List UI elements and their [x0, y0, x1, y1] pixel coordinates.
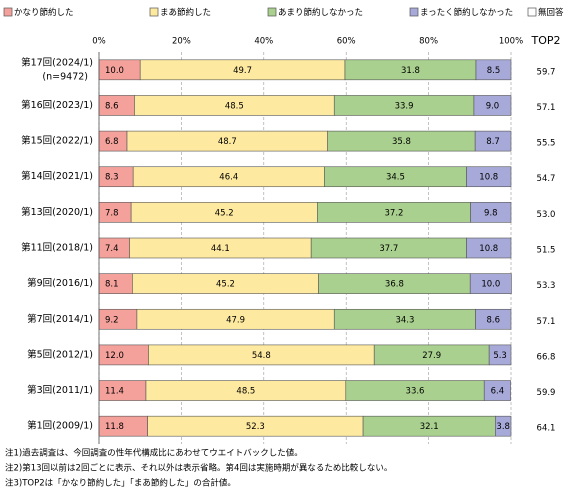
- x-tick-label: 0%: [92, 37, 106, 47]
- value-label: 37.7: [379, 244, 398, 254]
- note: 注2)第13回以前は2回ごとに表示、それ以外は表示省略。第4回は実施時期が異なる…: [5, 463, 392, 474]
- top2-value: 57.1: [537, 103, 556, 113]
- y-tick-label: 第5回(2012/1): [27, 348, 93, 360]
- value-label: 7.4: [105, 244, 119, 254]
- y-tick-label: 第13回(2020/1): [21, 206, 93, 218]
- legend-label: 無回答: [538, 7, 564, 18]
- note: 注1)過去調査は、今回調査の性年代構成比にあわせてウエイトバックした値。: [5, 448, 303, 459]
- bar-segment: [466, 166, 512, 188]
- bar-segment: [483, 380, 511, 401]
- bar-segment: [469, 273, 512, 294]
- value-label: 5.3: [493, 351, 507, 361]
- value-label: 9.0: [486, 101, 500, 111]
- value-label: 8.5: [487, 66, 501, 76]
- value-label: 34.3: [395, 315, 414, 325]
- top2-value: 53.3: [537, 281, 556, 291]
- value-label: 9.2: [105, 315, 119, 325]
- value-label: 10.0: [481, 280, 500, 290]
- x-tick-label: 80%: [419, 37, 438, 47]
- value-label: 7.8: [105, 208, 119, 218]
- value-label: 12.0: [105, 351, 124, 361]
- value-label: 8.7: [486, 137, 500, 147]
- value-label: 37.2: [385, 208, 404, 218]
- value-label: 34.5: [386, 173, 405, 183]
- y-tick-label: 第1回(2009/1): [27, 420, 93, 432]
- y-tick-label: 第15回(2022/1): [21, 135, 93, 147]
- y-tick-label: 第16回(2023/1): [21, 99, 93, 111]
- top2-value: 51.5: [537, 246, 556, 256]
- value-label: 11.4: [105, 387, 124, 397]
- value-label: 45.2: [215, 208, 234, 218]
- x-tick-label: 20%: [172, 37, 191, 47]
- value-label: 32.1: [420, 422, 439, 432]
- value-label: 8.6: [487, 315, 501, 325]
- value-label: 54.8: [252, 351, 271, 361]
- legend-swatch: [149, 7, 159, 17]
- legend-label: かなり節約した: [14, 7, 74, 18]
- top2-value: 59.9: [537, 388, 556, 398]
- bar-segment: [495, 415, 512, 437]
- legend-label: まあ節約した: [160, 7, 211, 18]
- value-label: 3.8: [496, 422, 510, 432]
- top2-value: 57.1: [537, 317, 556, 327]
- bar-segment: [466, 237, 512, 259]
- bar-segment: [475, 59, 512, 81]
- value-label: 46.4: [219, 173, 238, 183]
- legend-label: あまり節約しなかった: [278, 7, 363, 18]
- top2-value: 64.1: [537, 424, 556, 434]
- y-tick-label: 第11回(2018/1): [21, 242, 93, 254]
- legend-swatch: [3, 7, 13, 17]
- legend-label: まったく節約しなかった: [420, 7, 513, 18]
- top2-value: 54.7: [537, 174, 556, 184]
- value-label: 48.5: [225, 101, 244, 111]
- bar-segment: [470, 202, 512, 223]
- value-label: 6.4: [491, 387, 505, 397]
- value-label: 44.1: [211, 244, 230, 254]
- legend-swatch: [409, 7, 419, 17]
- value-label: 47.9: [226, 315, 245, 325]
- x-tick-label: 100%: [499, 37, 523, 47]
- value-label: 27.9: [422, 351, 441, 361]
- value-label: 48.5: [236, 387, 255, 397]
- value-label: 33.6: [406, 387, 425, 397]
- legend-swatch: [527, 7, 537, 17]
- top2-value: 66.8: [537, 352, 556, 362]
- y-tick-label: 第3回(2011/1): [27, 384, 93, 396]
- value-label: 10.0: [105, 66, 124, 76]
- value-label: 45.2: [216, 280, 235, 290]
- bar-segment: [474, 130, 512, 152]
- value-label: 8.6: [105, 101, 119, 111]
- value-label: 52.3: [246, 422, 265, 432]
- y-tick-note: (n=9472): [42, 71, 88, 82]
- value-label: 10.8: [479, 173, 498, 183]
- bar-segment: [473, 95, 512, 116]
- y-tick-label: 第9回(2016/1): [27, 277, 93, 289]
- value-label: 8.1: [105, 280, 119, 290]
- top2-value: 55.5: [537, 139, 556, 149]
- x-tick-label: 40%: [254, 37, 273, 47]
- value-label: 10.8: [479, 244, 498, 254]
- value-label: 6.8: [105, 137, 119, 147]
- top2-value: 59.7: [537, 67, 556, 77]
- note: 注3)TOP2は「かなり節約した」「まあ節約した」の合計値。: [5, 478, 236, 489]
- top2-header: TOP2: [530, 34, 560, 47]
- y-tick-label: 第7回(2014/1): [27, 313, 93, 325]
- x-tick-label: 60%: [337, 37, 356, 47]
- value-label: 48.7: [218, 137, 237, 147]
- value-label: 8.3: [105, 173, 119, 183]
- value-label: 11.8: [105, 422, 124, 432]
- legend-swatch: [267, 7, 277, 17]
- value-label: 49.7: [233, 66, 252, 76]
- top2-value: 53.0: [537, 210, 556, 220]
- bar-segment: [475, 308, 512, 330]
- value-label: 35.8: [392, 137, 411, 147]
- value-label: 36.8: [385, 280, 404, 290]
- value-label: 33.9: [395, 101, 414, 111]
- bar-segment: [488, 344, 512, 366]
- y-tick-label: 第17回(2024/1): [21, 56, 93, 68]
- value-label: 31.8: [401, 66, 420, 76]
- y-tick-label: 第14回(2021/1): [21, 170, 93, 182]
- value-label: 9.8: [484, 208, 498, 218]
